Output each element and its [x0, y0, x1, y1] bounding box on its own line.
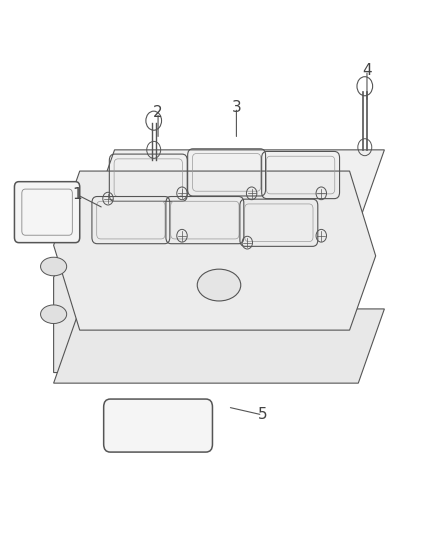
Ellipse shape [197, 269, 241, 301]
Polygon shape [53, 309, 385, 383]
Text: 5: 5 [258, 407, 267, 423]
Polygon shape [53, 171, 376, 330]
Text: 1: 1 [73, 188, 82, 203]
Polygon shape [53, 224, 88, 373]
Text: 4: 4 [362, 63, 372, 78]
Ellipse shape [41, 305, 67, 324]
FancyBboxPatch shape [14, 182, 80, 243]
Text: 2: 2 [153, 105, 163, 120]
FancyBboxPatch shape [104, 399, 212, 452]
Ellipse shape [41, 257, 67, 276]
Text: 3: 3 [232, 100, 241, 115]
Polygon shape [88, 150, 385, 224]
